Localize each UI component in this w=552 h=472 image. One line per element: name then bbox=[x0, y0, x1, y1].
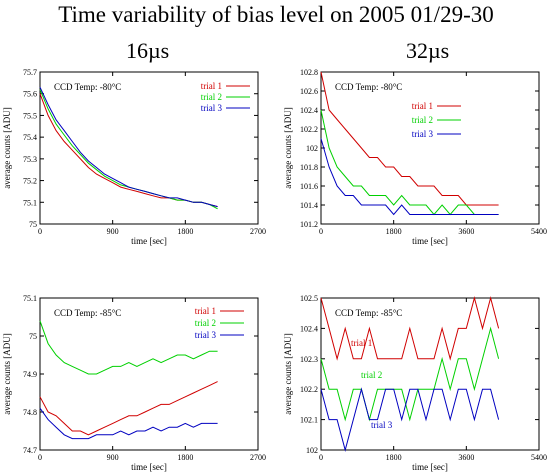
chart-panel-top-left: 0 900 1800 2700 75 75.1 75.2 75.3 75.4 75.5 75.6 75… bbox=[2, 68, 266, 246]
chart-panel-bottom-right: 0 1800 3600 5400 102 102.1 102.2 102.3 102.4 102.… bbox=[283, 294, 547, 472]
y-tick-label: 74.8 bbox=[23, 408, 37, 417]
y-tick-label: 101.6 bbox=[300, 182, 318, 191]
x-tick-label: 5400 bbox=[531, 227, 547, 236]
y-tick-label: 102.5 bbox=[300, 294, 318, 303]
y-tick-label: 101.8 bbox=[300, 163, 318, 172]
y-tick-label: 75.4 bbox=[23, 133, 37, 142]
legend-label-trial-3: trial 3 bbox=[201, 103, 223, 113]
x-tick-label: 1800 bbox=[177, 453, 193, 462]
series-line-trial-2 bbox=[39, 320, 218, 375]
y-tick-label: 102.2 bbox=[300, 385, 318, 394]
legend-label-trial-2: trial 2 bbox=[195, 318, 216, 328]
y-tick-label: 75.1 bbox=[23, 198, 37, 207]
ccd-temp-annotation: CCD Temp: -85°C bbox=[335, 308, 402, 318]
x-axis-label: time [sec] bbox=[412, 236, 448, 246]
x-tick-label: 900 bbox=[107, 453, 119, 462]
y-tick-label: 102.4 bbox=[300, 324, 318, 333]
y-tick-label: 75 bbox=[29, 220, 37, 229]
series-line-trial-1 bbox=[320, 296, 500, 361]
inline-label-trial-3: trial 3 bbox=[371, 420, 393, 430]
y-tick-label: 102.8 bbox=[300, 68, 318, 77]
y-tick-label: 74.9 bbox=[23, 370, 37, 379]
x-tick-label: 0 bbox=[319, 453, 323, 462]
legend-label-trial-1: trial 1 bbox=[195, 306, 216, 316]
y-tick-label: 102.4 bbox=[300, 106, 318, 115]
legend-label-trial-1: trial 1 bbox=[201, 81, 222, 91]
series-line-trial-3 bbox=[320, 138, 499, 216]
legend-label-trial-1: trial 1 bbox=[412, 101, 433, 111]
y-tick-label: 102 bbox=[306, 144, 318, 153]
y-tick-label: 75.3 bbox=[23, 155, 37, 164]
plot-frame bbox=[320, 71, 540, 225]
x-axis-label: time [sec] bbox=[131, 236, 167, 246]
y-axis-label: average counts [ADU] bbox=[2, 107, 12, 188]
legend-label-trial-3: trial 3 bbox=[195, 330, 217, 340]
y-tick-label: 102.1 bbox=[300, 416, 318, 425]
ccd-temp-annotation: CCD Temp: -80°C bbox=[54, 82, 121, 92]
y-tick-label: 75.7 bbox=[23, 68, 37, 77]
plot-frame bbox=[39, 71, 259, 225]
x-tick-label: 2700 bbox=[250, 453, 266, 462]
y-axis-label: average counts [ADU] bbox=[283, 333, 293, 414]
x-tick-label: 1800 bbox=[386, 453, 402, 462]
y-tick-label: 75.6 bbox=[23, 90, 37, 99]
chart-panel-bottom-left: 0 900 1800 2700 74.7 74.8 74.9 75 75.1 time [sec]… bbox=[2, 294, 266, 472]
x-axis-label: time [sec] bbox=[131, 462, 167, 472]
ccd-temp-annotation: CCD Temp: -85°C bbox=[54, 308, 121, 318]
x-tick-label: 1800 bbox=[386, 227, 402, 236]
y-axis-label: average counts [ADU] bbox=[2, 333, 12, 414]
series-line-trial-3 bbox=[320, 387, 500, 452]
y-tick-label: 102.6 bbox=[300, 87, 318, 96]
inline-label-trial-1: trial 1 bbox=[351, 338, 372, 348]
y-tick-label: 102 bbox=[306, 446, 318, 455]
column-title-16us: 16µs bbox=[126, 38, 170, 63]
x-tick-label: 0 bbox=[319, 227, 323, 236]
y-tick-label: 102.3 bbox=[300, 355, 318, 364]
y-tick-label: 101.2 bbox=[300, 220, 318, 229]
x-tick-label: 0 bbox=[38, 453, 42, 462]
y-tick-label: 75.2 bbox=[23, 177, 37, 186]
y-tick-label: 101.4 bbox=[300, 201, 318, 210]
series-line-trial-1 bbox=[39, 381, 218, 436]
inline-label-trial-2: trial 2 bbox=[361, 370, 382, 380]
series-line-trial-2 bbox=[39, 89, 218, 210]
legend-label-trial-2: trial 2 bbox=[412, 115, 433, 125]
x-tick-label: 3600 bbox=[458, 453, 474, 462]
y-tick-label: 75.1 bbox=[23, 294, 37, 303]
ccd-temp-annotation: CCD Temp: -80°C bbox=[335, 82, 402, 92]
plot-frame bbox=[320, 297, 540, 451]
y-tick-label: 74.7 bbox=[23, 446, 37, 455]
series-line-trial-2 bbox=[320, 326, 500, 422]
column-title-32us: 32µs bbox=[406, 38, 450, 63]
x-axis-label: time [sec] bbox=[412, 462, 448, 472]
y-tick-label: 75.5 bbox=[23, 111, 37, 120]
plot-frame bbox=[39, 297, 259, 451]
y-tick-label: 75 bbox=[29, 332, 37, 341]
series-line-trial-3 bbox=[39, 407, 218, 440]
x-tick-label: 0 bbox=[38, 227, 42, 236]
chart-panel-top-right: 0 1800 3600 5400 101.2 101.4 101.6 101.8 102 102.… bbox=[283, 68, 547, 246]
series-line-trial-1 bbox=[320, 71, 499, 206]
x-tick-label: 2700 bbox=[250, 227, 266, 236]
y-tick-label: 102.2 bbox=[300, 125, 318, 134]
series-line-trial-1 bbox=[39, 93, 218, 208]
y-axis-label: average counts [ADU] bbox=[283, 107, 293, 188]
legend-label-trial-2: trial 2 bbox=[201, 92, 222, 102]
series-line-trial-2 bbox=[320, 109, 499, 216]
figure-title: Time variability of bias level on 2005 0… bbox=[58, 2, 494, 27]
x-tick-label: 1800 bbox=[177, 227, 193, 236]
x-tick-label: 5400 bbox=[531, 453, 547, 462]
series-line-trial-3 bbox=[39, 86, 218, 208]
legend-label-trial-3: trial 3 bbox=[412, 129, 434, 139]
x-tick-label: 900 bbox=[107, 227, 119, 236]
x-tick-label: 3600 bbox=[458, 227, 474, 236]
